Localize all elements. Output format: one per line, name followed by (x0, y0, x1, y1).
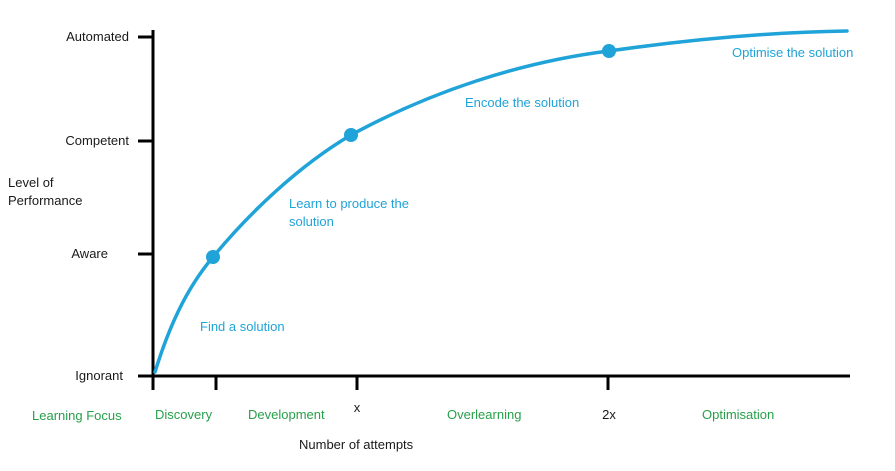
milestone-automated-point (602, 44, 616, 58)
y-axis-title-line2: Performance (8, 193, 82, 208)
x-tick-label-2x: 2x (602, 407, 616, 422)
y-level-aware: Aware (71, 246, 108, 261)
y-axis-title-line1: Level of (8, 175, 54, 190)
y-level-automated: Automated (66, 29, 129, 44)
milestone-competent-point (344, 128, 358, 142)
focus-stage-optimisation: Optimisation (702, 407, 774, 422)
milestone-aware-point (206, 250, 220, 264)
curve-label-learn-line2: solution (289, 214, 334, 229)
learning-curve (153, 29, 849, 374)
curve-label-find: Find a solution (200, 319, 285, 334)
learning-focus-title: Learning Focus (32, 408, 122, 423)
curve-label-optimise: Optimise the solution (732, 45, 853, 60)
y-level-competent: Competent (65, 133, 129, 148)
focus-stage-overlearning: Overlearning (447, 407, 521, 422)
x-tick-label-x: x (354, 400, 361, 415)
x-axis-title: Number of attempts (299, 437, 414, 452)
focus-stage-development: Development (248, 407, 325, 422)
y-level-ignorant: Ignorant (75, 368, 123, 383)
curve-label-learn-line1: Learn to produce the (289, 196, 409, 211)
focus-stage-discovery: Discovery (155, 407, 213, 422)
curve-label-encode: Encode the solution (465, 95, 579, 110)
